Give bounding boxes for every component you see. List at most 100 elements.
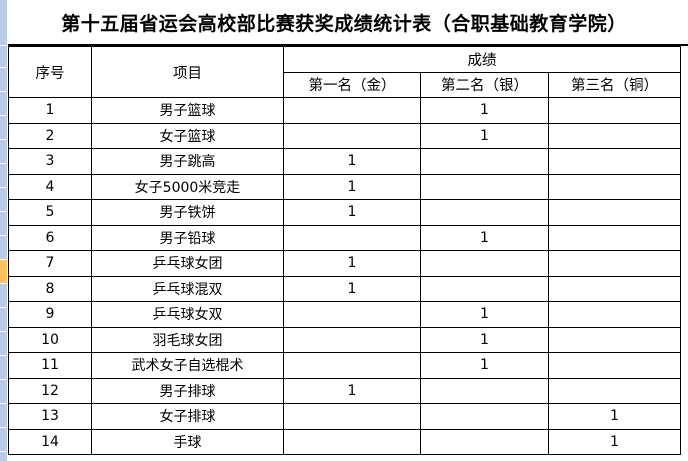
row-header-gutter[interactable] <box>0 0 7 461</box>
cell-silver[interactable]: 1 <box>420 301 549 328</box>
cell-bronze[interactable] <box>548 275 681 302</box>
cell-event[interactable]: 手球 <box>91 428 284 455</box>
cell-index[interactable]: 6 <box>8 224 92 251</box>
cell-index[interactable]: 4 <box>8 173 92 200</box>
cell-bronze[interactable] <box>548 377 681 404</box>
row-header-cell[interactable] <box>0 164 7 188</box>
cell-gold[interactable] <box>283 97 421 124</box>
table-row[interactable]: 10 羽毛球女团 1 <box>8 326 681 353</box>
table-row[interactable]: 14 手球 1 <box>8 428 681 455</box>
table-row[interactable]: 11 武术女子自选棍术 1 <box>8 352 681 379</box>
cell-silver[interactable]: 1 <box>420 352 549 379</box>
cell-gold[interactable] <box>283 326 421 353</box>
cell-index[interactable]: 11 <box>8 352 92 379</box>
row-header-cell[interactable] <box>0 46 7 68</box>
cell-event[interactable]: 女子5000米竞走 <box>91 173 284 200</box>
cell-silver[interactable] <box>420 403 549 430</box>
column-header-silver[interactable]: 第二名（银） <box>420 71 549 98</box>
cell-bronze[interactable] <box>548 301 681 328</box>
cell-silver[interactable] <box>420 275 549 302</box>
row-header-cell[interactable] <box>0 260 7 284</box>
column-header-gold[interactable]: 第一名（金） <box>283 71 421 98</box>
cell-silver[interactable]: 1 <box>420 122 549 149</box>
row-header-cell[interactable] <box>0 332 7 356</box>
row-header-cell[interactable] <box>0 68 7 92</box>
row-header-cell[interactable] <box>0 356 7 380</box>
cell-gold[interactable] <box>283 301 421 328</box>
cell-event[interactable]: 乒乓球女团 <box>91 250 284 277</box>
cell-index[interactable]: 2 <box>8 122 92 149</box>
table-row[interactable]: 2 女子篮球 1 <box>8 122 681 149</box>
row-header-cell[interactable] <box>0 404 7 428</box>
row-header-cell[interactable] <box>0 0 7 46</box>
cell-bronze[interactable] <box>548 199 681 226</box>
cell-gold[interactable]: 1 <box>283 275 421 302</box>
cell-gold[interactable]: 1 <box>283 199 421 226</box>
cell-event[interactable]: 男子跳高 <box>91 148 284 175</box>
cell-bronze[interactable] <box>548 173 681 200</box>
cell-event[interactable]: 乒乓球混双 <box>91 275 284 302</box>
row-header-cell[interactable] <box>0 188 7 212</box>
table-row[interactable]: 7 乒乓球女团 1 <box>8 250 681 277</box>
cell-index[interactable]: 13 <box>8 403 92 430</box>
cell-silver[interactable]: 1 <box>420 326 549 353</box>
cell-silver[interactable] <box>420 377 549 404</box>
cell-event[interactable]: 男子铁饼 <box>91 199 284 226</box>
cell-index[interactable]: 10 <box>8 326 92 353</box>
cell-event[interactable]: 女子排球 <box>91 403 284 430</box>
cell-bronze[interactable] <box>548 326 681 353</box>
cell-gold[interactable] <box>283 428 421 455</box>
cell-silver[interactable] <box>420 428 549 455</box>
table-row[interactable]: 3 男子跳高 1 <box>8 148 681 175</box>
table-row[interactable]: 12 男子排球 1 <box>8 377 681 404</box>
cell-silver[interactable]: 1 <box>420 224 549 251</box>
column-header-bronze[interactable]: 第三名（铜） <box>548 71 681 98</box>
cell-gold[interactable] <box>283 224 421 251</box>
cell-bronze[interactable] <box>548 250 681 277</box>
cell-index[interactable]: 12 <box>8 377 92 404</box>
row-header-cell[interactable] <box>0 308 7 332</box>
cell-bronze[interactable] <box>548 122 681 149</box>
cell-bronze[interactable]: 1 <box>548 403 681 430</box>
table-row[interactable]: 9 乒乓球女双 1 <box>8 301 681 328</box>
row-header-cell[interactable] <box>0 212 7 236</box>
row-header-cell[interactable] <box>0 380 7 404</box>
table-row[interactable]: 5 男子铁饼 1 <box>8 199 681 226</box>
cell-silver[interactable] <box>420 250 549 277</box>
cell-silver[interactable] <box>420 148 549 175</box>
cell-index[interactable]: 8 <box>8 275 92 302</box>
column-header-score-group[interactable]: 成绩 <box>283 46 681 73</box>
cell-event[interactable]: 乒乓球女双 <box>91 301 284 328</box>
row-header-cell[interactable] <box>0 92 7 116</box>
cell-index[interactable]: 1 <box>8 97 92 124</box>
cell-bronze[interactable]: 1 <box>548 428 681 455</box>
cell-bronze[interactable] <box>548 224 681 251</box>
cell-silver[interactable]: 1 <box>420 97 549 124</box>
table-row[interactable]: 4 女子5000米竞走 1 <box>8 173 681 200</box>
cell-index[interactable]: 3 <box>8 148 92 175</box>
cell-index[interactable]: 9 <box>8 301 92 328</box>
table-row[interactable]: 8 乒乓球混双 1 <box>8 275 681 302</box>
cell-silver[interactable] <box>420 199 549 226</box>
cell-index[interactable]: 7 <box>8 250 92 277</box>
row-header-cell[interactable] <box>0 428 7 452</box>
cell-gold[interactable] <box>283 352 421 379</box>
cell-bronze[interactable] <box>548 97 681 124</box>
cell-gold[interactable]: 1 <box>283 377 421 404</box>
row-header-cell[interactable] <box>0 116 7 140</box>
column-header-event[interactable]: 项目 <box>91 46 284 98</box>
cell-gold[interactable]: 1 <box>283 250 421 277</box>
cell-gold[interactable]: 1 <box>283 148 421 175</box>
cell-gold[interactable]: 1 <box>283 173 421 200</box>
cell-index[interactable]: 5 <box>8 199 92 226</box>
cell-silver[interactable] <box>420 173 549 200</box>
cell-event[interactable]: 羽毛球女团 <box>91 326 284 353</box>
cell-bronze[interactable] <box>548 352 681 379</box>
cell-event[interactable]: 男子排球 <box>91 377 284 404</box>
cell-event[interactable]: 女子篮球 <box>91 122 284 149</box>
row-header-cell[interactable] <box>0 140 7 164</box>
row-header-cell[interactable] <box>0 236 7 260</box>
cell-bronze[interactable] <box>548 148 681 175</box>
column-header-index[interactable]: 序号 <box>8 46 92 98</box>
table-row[interactable]: 6 男子铅球 1 <box>8 224 681 251</box>
